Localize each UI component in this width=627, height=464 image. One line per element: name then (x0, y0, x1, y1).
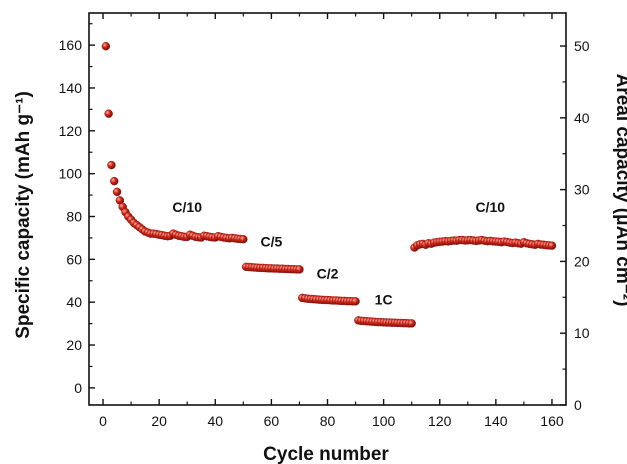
y-tick-label: 100 (59, 166, 83, 182)
y-axis-left-title: Specific capacity (mAh g⁻¹) (13, 91, 34, 339)
data-series (101, 42, 557, 328)
data-point (110, 176, 119, 186)
x-tick-label: 140 (484, 413, 508, 429)
x-axis-title: Cycle number (263, 444, 389, 464)
x-axis: 0 20 40 60 80 100 120 140 160 (99, 13, 564, 429)
data-point (547, 241, 557, 250)
y-tick-label: 60 (66, 251, 82, 267)
x-tick-label: 0 (99, 413, 107, 429)
y2-tick-label: 50 (574, 38, 590, 54)
data-point (295, 265, 304, 274)
y2-tick-label: 10 (574, 325, 590, 341)
rate-label: 1C (375, 291, 393, 307)
y2-tick-label: 0 (574, 397, 582, 413)
y-tick-label: 140 (59, 80, 83, 96)
rate-label: C/10 (172, 199, 202, 215)
x-tick-label: 80 (320, 413, 336, 429)
x-tick-label: 20 (151, 413, 167, 429)
data-point (101, 42, 111, 51)
y-tick-label: 20 (66, 337, 82, 353)
x-tick-label: 120 (428, 413, 452, 429)
y-axis-right: 0 10 20 30 40 50 (560, 38, 590, 413)
data-point (104, 109, 113, 118)
rate-label: C/10 (475, 199, 505, 215)
y2-tick-label: 20 (574, 253, 590, 269)
y-tick-label: 80 (66, 208, 82, 224)
y-axis-left: 0 20 40 60 80 100 120 140 160 (59, 23, 95, 396)
x-tick-label: 100 (372, 413, 396, 429)
y-tick-label: 160 (59, 37, 83, 53)
data-point (407, 319, 416, 328)
rate-label: C/5 (260, 233, 282, 249)
rate-label: C/2 (317, 266, 339, 282)
y-axis-right-title: Areal capacity (μAh cm⁻²) (612, 74, 627, 307)
y2-tick-label: 40 (574, 110, 590, 126)
y-tick-label: 0 (74, 380, 82, 396)
data-point (112, 187, 122, 197)
y-tick-label: 40 (66, 294, 82, 310)
rate-annotations: C/10 C/5 C/2 1C C/10 (172, 199, 505, 307)
data-point (351, 297, 360, 306)
x-tick-label: 60 (264, 413, 280, 429)
data-point (239, 235, 248, 244)
y-tick-label: 120 (59, 123, 83, 139)
y2-tick-label: 30 (574, 182, 590, 198)
x-tick-label: 40 (207, 413, 223, 429)
x-tick-label: 160 (540, 413, 564, 429)
data-point (107, 160, 116, 170)
